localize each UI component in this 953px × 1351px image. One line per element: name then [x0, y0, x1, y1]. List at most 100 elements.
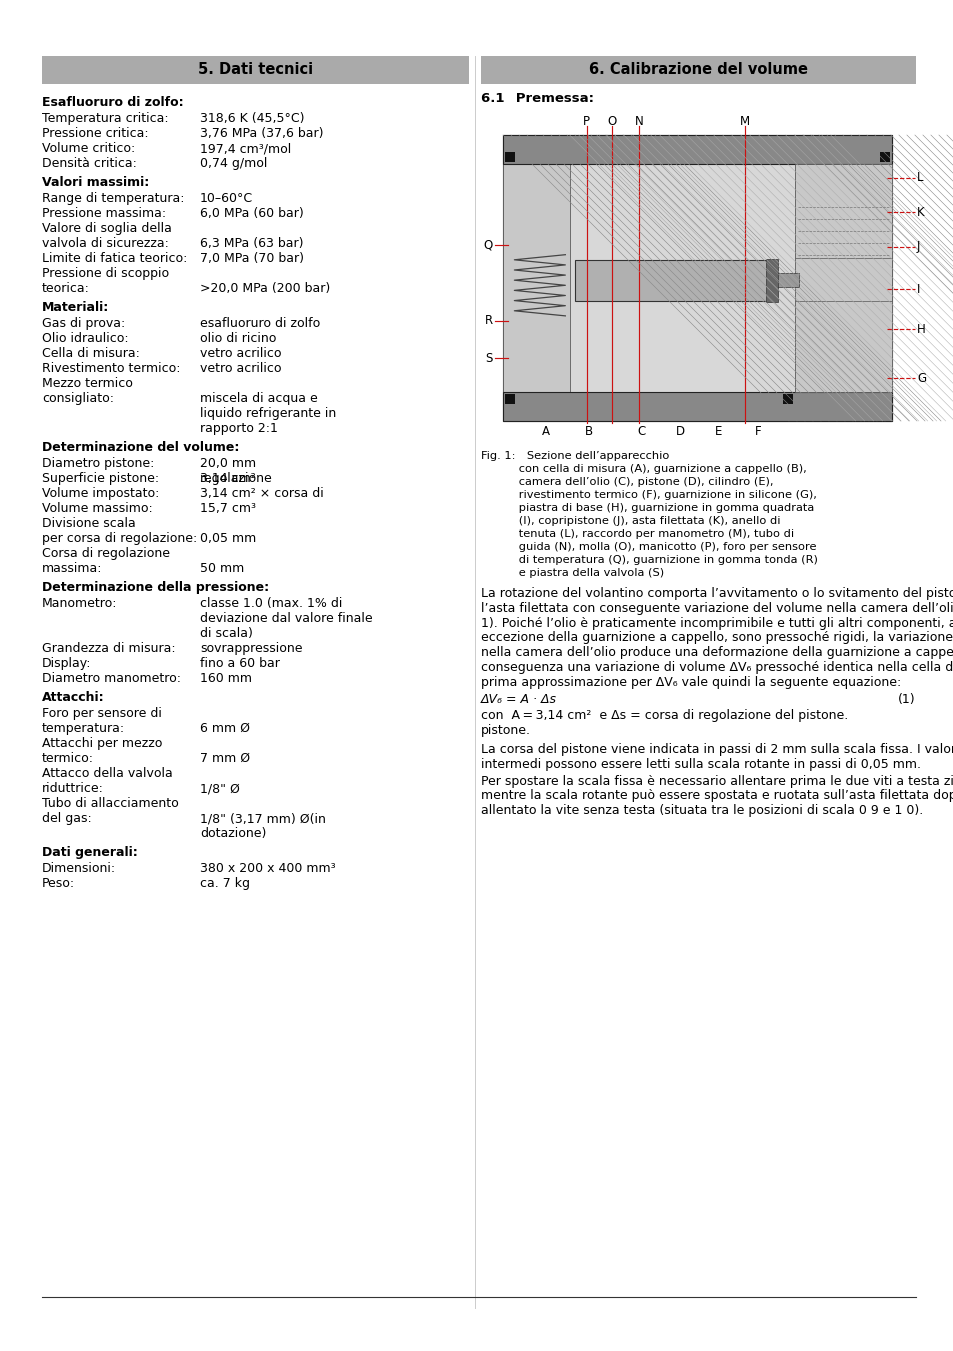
Text: piastra di base (H), guarnizione in gomma quadrata: piastra di base (H), guarnizione in gomm…	[480, 503, 814, 513]
Text: ca. 7 kg: ca. 7 kg	[200, 877, 250, 890]
Text: C: C	[637, 426, 644, 438]
Bar	[502, 135, 891, 163]
Text: J: J	[916, 240, 920, 253]
Text: M: M	[740, 115, 749, 128]
Text: N: N	[634, 115, 642, 128]
Text: 6.1  Premessa:: 6.1 Premessa:	[480, 92, 594, 105]
Text: F: F	[754, 426, 760, 438]
Text: La corsa del pistone viene indicata in passi di 2 mm sulla scala fissa. I valori: La corsa del pistone viene indicata in p…	[480, 743, 953, 757]
Text: (1): (1)	[898, 693, 915, 705]
Text: 1/8" Ø: 1/8" Ø	[200, 782, 239, 794]
Text: Rivestimento termico:: Rivestimento termico:	[42, 362, 180, 376]
Text: 197,4 cm³/mol: 197,4 cm³/mol	[200, 142, 291, 155]
Text: I: I	[916, 282, 920, 296]
Text: B: B	[584, 426, 592, 438]
Text: esafluoruro di zolfo: esafluoruro di zolfo	[200, 317, 320, 330]
Text: con cella di misura (A), guarnizione a cappello (B),: con cella di misura (A), guarnizione a c…	[480, 463, 806, 474]
Text: E: E	[715, 426, 721, 438]
Text: 6. Calibrazione del volume: 6. Calibrazione del volume	[588, 62, 807, 77]
Text: Fig. 1: Sezione dell’apparecchio: Fig. 1: Sezione dell’apparecchio	[480, 451, 669, 461]
Text: R: R	[484, 315, 493, 327]
Bar	[574, 259, 773, 301]
Text: regolazione: regolazione	[200, 471, 273, 485]
Text: 0,05 mm: 0,05 mm	[200, 532, 256, 544]
Text: guida (N), molla (O), manicotto (P), foro per sensore: guida (N), molla (O), manicotto (P), for…	[480, 542, 816, 553]
Bar	[794, 301, 891, 392]
Text: deviazione dal valore finale: deviazione dal valore finale	[200, 612, 373, 626]
Text: (I), copripistone (J), asta filettata (K), anello di: (I), copripistone (J), asta filettata (K…	[480, 516, 780, 526]
Text: vetro acrilico: vetro acrilico	[200, 362, 281, 376]
Text: Superficie pistone:: Superficie pistone:	[42, 471, 159, 485]
Text: riduttrice:: riduttrice:	[42, 782, 104, 794]
Text: Corsa di regolazione: Corsa di regolazione	[42, 547, 170, 561]
Text: 6,3 MPa (63 bar): 6,3 MPa (63 bar)	[200, 236, 303, 250]
Text: Display:: Display:	[42, 657, 91, 670]
Text: Volume massimo:: Volume massimo:	[42, 503, 152, 515]
Text: Temperatura critica:: Temperatura critica:	[42, 112, 169, 126]
Text: Tubo di allacciamento: Tubo di allacciamento	[42, 797, 178, 811]
Text: consigliato:: consigliato:	[42, 392, 113, 405]
Text: Determinazione della pressione:: Determinazione della pressione:	[42, 581, 269, 594]
Bar	[569, 135, 794, 422]
Text: 15,7 cm³: 15,7 cm³	[200, 503, 255, 515]
Bar	[879, 151, 889, 162]
Text: Attacchi per mezzo: Attacchi per mezzo	[42, 738, 162, 750]
Bar	[504, 394, 515, 404]
Text: Limite di fatica teorico:: Limite di fatica teorico:	[42, 253, 187, 265]
Text: 3,14 cm²: 3,14 cm²	[200, 471, 255, 485]
Text: >20,0 MPa (200 bar): >20,0 MPa (200 bar)	[200, 282, 330, 295]
Text: massima:: massima:	[42, 562, 102, 576]
Bar	[480, 55, 915, 84]
Text: 50 mm: 50 mm	[200, 562, 244, 576]
Text: del gas:: del gas:	[42, 812, 91, 825]
Text: mentre la scala rotante può essere spostata e ruotata sull’asta filettata dopo a: mentre la scala rotante può essere spost…	[480, 789, 953, 802]
Text: Divisione scala: Divisione scala	[42, 517, 135, 530]
Text: temperatura:: temperatura:	[42, 721, 125, 735]
Text: 3,76 MPa (37,6 bar): 3,76 MPa (37,6 bar)	[200, 127, 323, 141]
Text: 318,6 K (45,5°C): 318,6 K (45,5°C)	[200, 112, 304, 126]
Text: rivestimento termico (F), guarnizione in silicone (G),: rivestimento termico (F), guarnizione in…	[480, 490, 816, 500]
Text: ΔV₆ = A · Δs: ΔV₆ = A · Δs	[480, 693, 557, 705]
Text: Foro per sensore di: Foro per sensore di	[42, 707, 162, 720]
Text: nella camera dell’olio produce una deformazione della guarnizione a cappello e d: nella camera dell’olio produce una defor…	[480, 646, 953, 659]
Text: liquido refrigerante in: liquido refrigerante in	[200, 407, 335, 420]
Bar	[502, 392, 891, 422]
Text: allentato la vite senza testa (situata tra le posizioni di scala 0 9 e 1 0).: allentato la vite senza testa (situata t…	[480, 804, 923, 817]
Text: 6,0 MPa (60 bar): 6,0 MPa (60 bar)	[200, 207, 303, 220]
Text: classe 1.0 (max. 1% di: classe 1.0 (max. 1% di	[200, 597, 342, 611]
Text: Pressione di scoppio: Pressione di scoppio	[42, 267, 169, 280]
Text: Pressione massima:: Pressione massima:	[42, 207, 166, 220]
Text: Esafluoruro di zolfo:: Esafluoruro di zolfo:	[42, 96, 183, 109]
Bar	[794, 163, 891, 258]
Text: 1). Poiché l’olio è praticamente incomprimibile e tutti gli altri componenti, ad: 1). Poiché l’olio è praticamente incompr…	[480, 616, 953, 630]
Text: di temperatura (Q), guarnizione in gomma tonda (R): di temperatura (Q), guarnizione in gomma…	[480, 555, 817, 565]
Text: Range di temperatura:: Range di temperatura:	[42, 192, 184, 205]
Bar	[765, 258, 778, 301]
Text: fino a 60 bar: fino a 60 bar	[200, 657, 279, 670]
Text: Volume impostato:: Volume impostato:	[42, 486, 159, 500]
Text: 380 x 200 x 400 mm³: 380 x 200 x 400 mm³	[200, 862, 335, 875]
Text: Determinazione del volume:: Determinazione del volume:	[42, 440, 239, 454]
Text: termico:: termico:	[42, 753, 94, 765]
Text: 7,0 MPa (70 bar): 7,0 MPa (70 bar)	[200, 253, 304, 265]
Text: 5. Dati tecnici: 5. Dati tecnici	[197, 62, 313, 77]
Text: Per spostare la scala fissa è necessario allentare prima le due viti a testa zig: Per spostare la scala fissa è necessario…	[480, 774, 953, 788]
Text: P: P	[582, 115, 590, 128]
Text: olio di ricino: olio di ricino	[200, 332, 276, 345]
Text: tenuta (L), raccordo per manometro (M), tubo di: tenuta (L), raccordo per manometro (M), …	[480, 530, 793, 539]
Text: miscela di acqua e: miscela di acqua e	[200, 392, 317, 405]
Text: K: K	[916, 205, 923, 219]
Text: Mezzo termico: Mezzo termico	[42, 377, 132, 390]
Text: Manometro:: Manometro:	[42, 597, 117, 611]
Text: Valori massimi:: Valori massimi:	[42, 176, 149, 189]
Text: per corsa di regolazione:: per corsa di regolazione:	[42, 532, 197, 544]
Text: conseguenza una variazione di volume ΔV₆ pressoché identica nella cella di misur: conseguenza una variazione di volume ΔV₆…	[480, 661, 953, 674]
Bar	[502, 135, 569, 422]
Text: l’asta filettata con conseguente variazione del volume nella camera dell’olio (v: l’asta filettata con conseguente variazi…	[480, 601, 953, 615]
Text: Valore di soglia della: Valore di soglia della	[42, 222, 172, 235]
Text: Gas di prova:: Gas di prova:	[42, 317, 125, 330]
Text: Diametro manometro:: Diametro manometro:	[42, 671, 181, 685]
Text: Olio idraulico:: Olio idraulico:	[42, 332, 129, 345]
Bar	[794, 135, 891, 422]
Bar	[504, 151, 515, 162]
